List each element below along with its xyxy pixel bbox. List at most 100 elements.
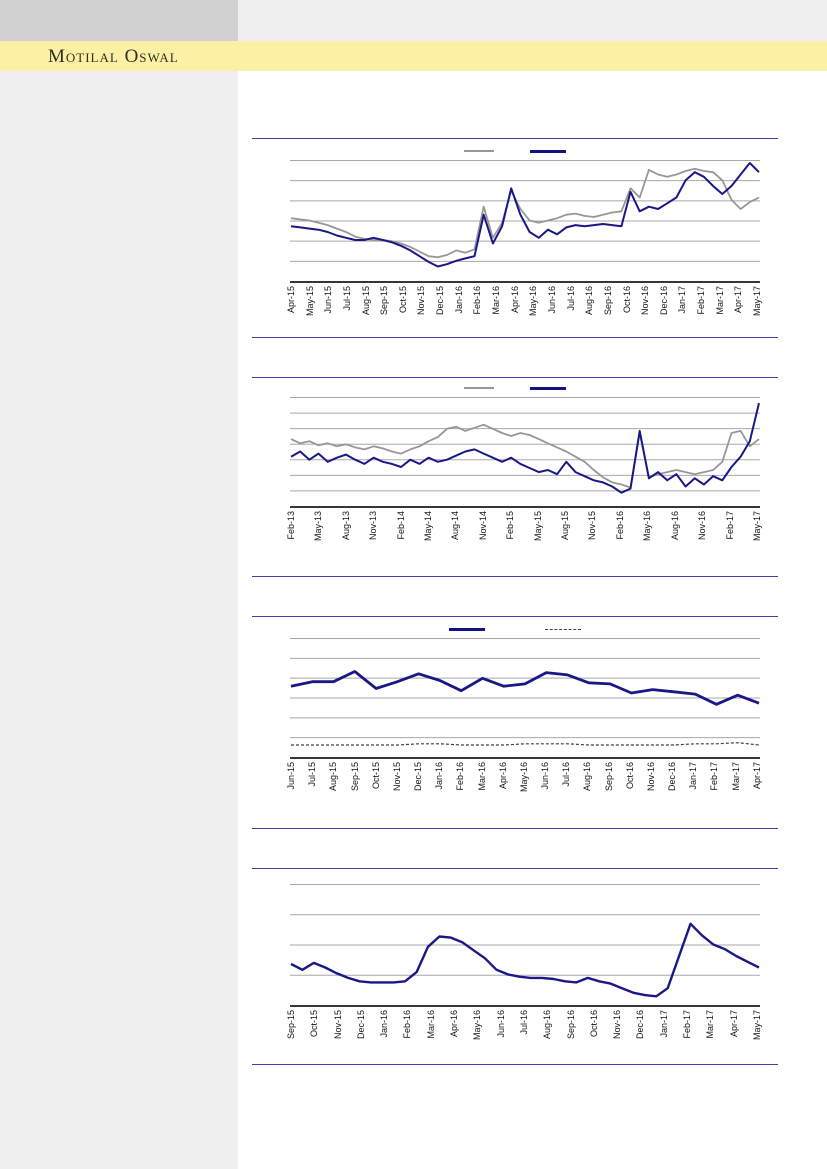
series-gray-line (290, 423, 760, 489)
chart-3-plot (290, 638, 760, 759)
x-axis-label: May-17 (751, 1010, 762, 1041)
x-axis-label: Nov-16 (612, 1010, 623, 1040)
x-axis-label: Jan-17 (677, 286, 688, 314)
x-axis-label: Oct-15 (370, 762, 381, 790)
x-axis-label: Aug-15 (328, 762, 339, 792)
x-axis-label: Mar-16 (491, 286, 502, 315)
x-axis-label: Aug-16 (542, 1010, 553, 1040)
chart-1-legend (252, 144, 778, 158)
section-rule (252, 138, 778, 139)
x-axis-label: Feb-15 (505, 511, 516, 540)
chart-1-plot (290, 160, 760, 283)
x-axis-label: Jan-17 (688, 762, 699, 790)
x-axis-label: Sep-15 (379, 286, 390, 316)
header-light-block (238, 0, 827, 41)
section-rule (252, 576, 778, 577)
x-axis-label: Feb-16 (472, 286, 483, 315)
x-axis-label: Sep-15 (349, 762, 360, 792)
x-axis-label: Jun-16 (495, 1010, 506, 1038)
x-axis-label: Jul-16 (561, 762, 572, 787)
x-axis-label: Mar-17 (714, 286, 725, 315)
x-axis-label: Nov-15 (587, 511, 598, 541)
x-axis-label: Apr-16 (497, 762, 508, 790)
x-axis-label: Jul-15 (341, 286, 352, 311)
x-axis-label: Feb-17 (709, 762, 720, 791)
x-axis-label: Aug-13 (340, 511, 351, 541)
chart-2-x-axis: Feb-13 May-13 Aug-13 Nov-13 Feb-14 May-14 Aug-… (286, 508, 763, 559)
x-axis-label: Feb-16 (455, 762, 466, 791)
x-axis-label: Jan-17 (658, 1010, 669, 1038)
left-sidebar (0, 71, 238, 1169)
x-axis-label: Aug-15 (560, 511, 571, 541)
legend-swatch-solid (530, 386, 566, 390)
x-axis-label: May-17 (751, 511, 762, 542)
legend-swatch-solid (449, 627, 485, 631)
x-axis-label: Jan-16 (379, 1010, 390, 1038)
x-axis-label: Aug-14 (450, 511, 461, 541)
x-axis-label: Apr-16 (449, 1010, 460, 1038)
x-axis-label: May-16 (528, 286, 539, 317)
chart-4-plot (290, 884, 760, 1007)
series-gray-line (290, 167, 760, 259)
x-axis-label: May-16 (642, 511, 653, 542)
x-axis-label: Sep-16 (603, 762, 614, 792)
x-axis-label: Dec-15 (435, 286, 446, 316)
legend-swatch-solid (464, 387, 494, 389)
legend-swatch-solid (464, 150, 494, 152)
chart-3-legend (252, 622, 778, 636)
x-axis-label: Nov-16 (640, 286, 651, 316)
plot-area (290, 397, 760, 508)
x-axis-label: Oct-15 (397, 286, 408, 314)
x-axis-label: Feb-16 (402, 1010, 413, 1039)
x-axis-label: Nov-13 (368, 511, 379, 541)
legend-swatch-solid (530, 149, 566, 153)
chart-3-block: Jun-15 Jul-15 Aug-15 Sep-15 Oct-15 Nov-15 Dec-… (252, 622, 778, 810)
section-rule (252, 337, 778, 338)
x-axis-label: Nov-15 (332, 1010, 343, 1040)
section-rule (252, 828, 778, 829)
section-rule (252, 1064, 778, 1065)
x-axis-label: Jul-15 (307, 762, 318, 787)
plot-area (290, 638, 760, 759)
x-axis-label: Jun-15 (323, 286, 334, 314)
x-axis-label: Sep-16 (602, 286, 613, 316)
x-axis-label: Feb-14 (395, 511, 406, 540)
x-axis-label: Dec-16 (658, 286, 669, 316)
brand-logo-text: Motilal Oswal (48, 46, 179, 67)
x-axis-label: Mar-17 (705, 1010, 716, 1039)
chart-2-legend (252, 381, 778, 395)
x-axis-label: Mar-16 (425, 1010, 436, 1039)
x-axis-label: Nov-15 (391, 762, 402, 792)
x-axis-label: May-15 (532, 511, 543, 542)
series-navy-line (290, 670, 760, 706)
x-axis-label: Sep-16 (565, 1010, 576, 1040)
x-axis-label: Jan-16 (434, 762, 445, 790)
x-axis-label: Apr-17 (733, 286, 744, 314)
section-rule (252, 868, 778, 869)
x-axis-label: Apr-15 (286, 286, 296, 314)
x-axis-label: Dec-15 (413, 762, 424, 792)
chart-1-block: Apr-15 May-15 Jun-15 Jul-15 Aug-15 Sep-15 Oct-… (252, 144, 778, 334)
x-axis-label: Nov-16 (645, 762, 656, 792)
x-axis-label: Oct-16 (588, 1010, 599, 1038)
section-rule (252, 616, 778, 617)
chart-2-plot (290, 397, 760, 508)
x-axis-label: Feb-17 (696, 286, 707, 315)
x-axis-label: May-13 (313, 511, 324, 542)
x-axis-label: Dec-16 (667, 762, 678, 792)
x-axis-label: Jun-16 (540, 762, 551, 790)
x-axis-label: Aug-15 (360, 286, 371, 316)
brand-band: Motilal Oswal (0, 41, 827, 71)
x-axis-label: Apr-17 (728, 1010, 739, 1038)
x-axis-label: Sep-15 (286, 1010, 296, 1040)
x-axis-label: Oct-16 (624, 762, 635, 790)
x-axis-label: Jun-16 (546, 286, 557, 314)
x-axis-label: Nov-15 (416, 286, 427, 316)
x-axis-label: Dec-16 (635, 1010, 646, 1040)
x-axis-label: Aug-16 (669, 511, 680, 541)
x-axis-label: Jan-16 (453, 286, 464, 314)
x-axis-label: Dec-15 (355, 1010, 366, 1040)
x-axis-label: May-16 (472, 1010, 483, 1041)
series-dashed-line (291, 742, 760, 746)
